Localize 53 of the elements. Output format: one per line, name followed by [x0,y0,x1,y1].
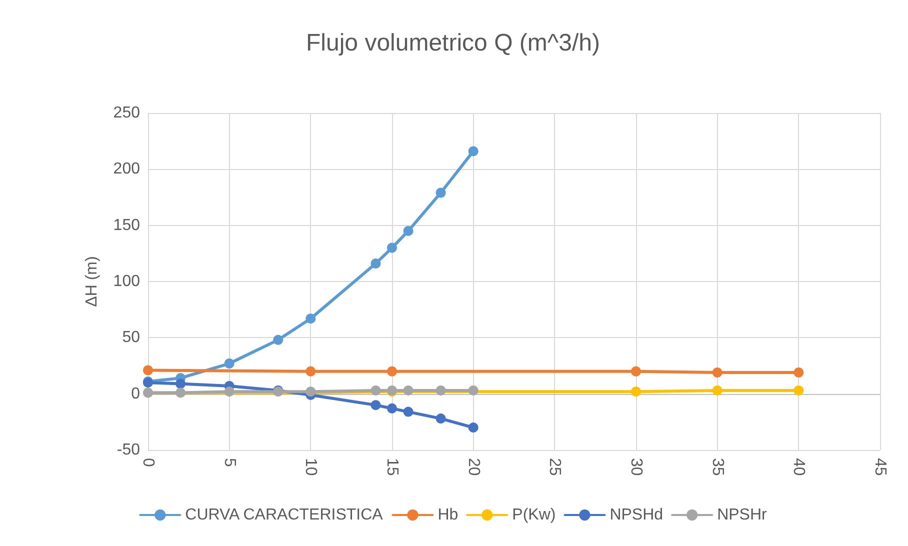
x-tick-label: 30 [628,458,644,476]
point [794,367,804,378]
point [370,400,381,410]
legend-label: P(Kw) [512,506,556,524]
y-tick-label: -50 [116,442,140,458]
point [224,386,234,397]
point [370,385,381,396]
y-tick-label: 150 [113,216,140,234]
x-tick-label: 35 [708,458,726,476]
point [436,414,446,424]
x-tick-label: 15 [384,458,400,476]
point [306,314,316,324]
point [387,366,397,376]
x-tick-label: 40 [790,458,808,476]
y-tick-label: 250 [113,104,140,122]
y-tick-label: 200 [113,160,140,178]
x-tick-label: 45 [872,458,888,476]
legend-label: NPSHd [610,506,664,524]
point [436,188,446,198]
point [631,386,641,397]
point [436,385,446,396]
chart-title: Flujo volumetrico Q (m^3/h) [306,30,600,56]
x-tick-label: 10 [302,458,320,476]
legend-label: NPSHr [717,506,768,524]
point [176,388,186,398]
point [631,366,641,376]
point [387,242,397,253]
legend-label: CURVA CARACTERISTICA [185,506,384,524]
legend-label: Hb [438,506,458,524]
y-tick-label: 0 [131,385,140,402]
point [403,406,414,417]
point [224,358,234,368]
point [712,385,722,396]
point [143,365,153,376]
y-tick-label: 50 [122,329,140,346]
point [468,146,478,156]
point [794,385,804,396]
point [387,403,397,414]
point [403,385,414,396]
point [468,385,478,396]
point [403,226,414,236]
point [273,334,284,345]
point [306,366,316,376]
y-axis-title: ΔH (m) [84,256,100,307]
point [712,367,722,378]
point [468,422,478,433]
point [370,258,381,269]
x-tick-label: 25 [546,458,564,476]
x-tick-label: 5 [220,458,238,467]
point [176,378,186,389]
y-tick-label: 100 [113,273,140,290]
x-tick-label: 0 [140,458,156,467]
x-tick-label: 20 [464,458,482,476]
